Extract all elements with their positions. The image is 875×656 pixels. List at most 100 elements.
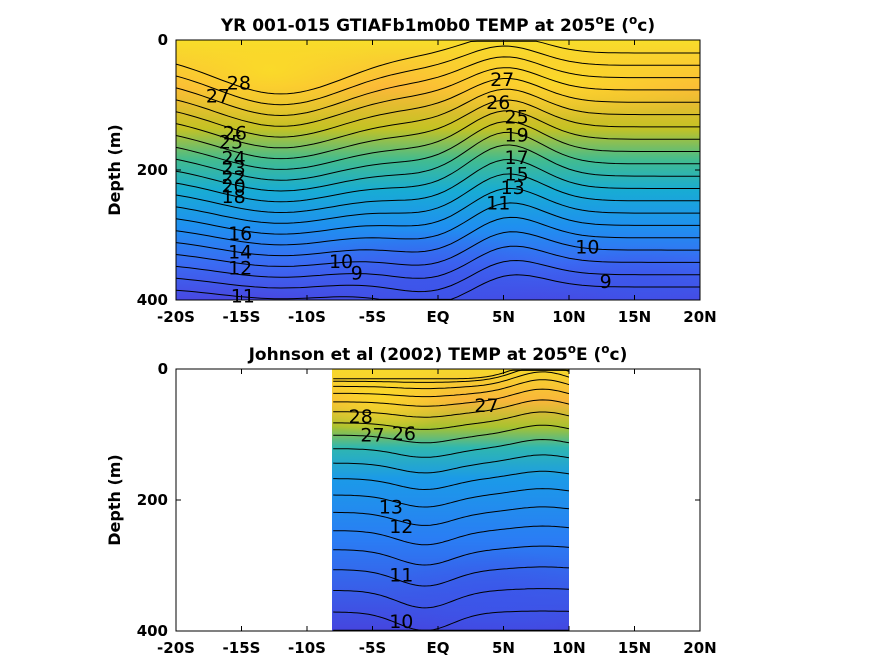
- contour-line: [176, 45, 700, 106]
- contour-lines-bottom: [333, 369, 569, 631]
- contour-line: [333, 438, 569, 458]
- contour-line: [333, 411, 569, 430]
- x-tick-label: 10N: [552, 639, 585, 656]
- contour-line: [333, 371, 569, 390]
- chart-panel-top: YR 001-015 GTIAFb1m0b0 TEMP at 205oE (oc…: [105, 13, 717, 326]
- x-tick-label: 20N: [683, 639, 716, 656]
- x-tick-label: -10S: [288, 639, 326, 656]
- contour-label: 25: [219, 131, 243, 153]
- contour-label: 27: [474, 395, 498, 417]
- x-tick-label: -10S: [288, 308, 326, 326]
- temperature-field-top: [176, 40, 700, 300]
- y-tick-label: 200: [137, 491, 168, 509]
- contour-line: [176, 216, 700, 257]
- contour-line: [333, 369, 569, 380]
- chart-panel-bottom: Johnson et al (2002) TEMP at 205oE (oc) …: [105, 342, 717, 656]
- contour-line: [176, 67, 700, 127]
- contour-label: 10: [575, 237, 599, 259]
- x-tick-label: 20N: [683, 308, 716, 326]
- contour-label: 15: [505, 163, 529, 185]
- y-tick-label: 200: [137, 161, 168, 179]
- chart-title-bottom: Johnson et al (2002) TEMP at 205oE (oc): [248, 342, 628, 365]
- x-tick-label: -5S: [359, 639, 386, 656]
- contour-label: 26: [486, 92, 510, 114]
- contour-label: 12: [389, 516, 413, 538]
- contour-label: 26: [392, 423, 416, 445]
- contour-label: 27: [490, 69, 514, 91]
- y-axis-top: 0 200 400: [137, 31, 700, 309]
- contour-line: [176, 259, 700, 293]
- contour-labels-top: 2827262524232220181614121127262519171513…: [206, 69, 612, 307]
- x-tick-label: EQ: [427, 639, 450, 656]
- x-tick-label: 10N: [552, 308, 585, 326]
- contour-line: [176, 231, 700, 267]
- contour-label: 11: [486, 193, 510, 215]
- x-tick-label: -5S: [359, 308, 386, 326]
- contour-label: 27: [206, 85, 230, 107]
- contour-line: [176, 56, 700, 117]
- x-axis-top: -20S -15S -10S -5S EQ 5N 10N 15N 20N: [157, 40, 717, 326]
- contour-label: 9: [351, 263, 363, 285]
- y-tick-label: 400: [137, 622, 168, 640]
- contour-line: [176, 187, 700, 235]
- contour-label: 20: [222, 176, 246, 198]
- contour-label: 12: [228, 258, 252, 280]
- contour-label: 14: [228, 241, 252, 263]
- contour-line: [176, 173, 700, 224]
- contour-line: [333, 399, 569, 418]
- contour-label: 17: [505, 147, 529, 169]
- contour-label: 10: [329, 251, 353, 273]
- contour-line: [333, 454, 569, 474]
- x-tick-label: 15N: [618, 639, 651, 656]
- contour-line: [333, 506, 569, 526]
- y-tick-label: 0: [158, 31, 168, 49]
- x-tick-label: -15S: [223, 308, 261, 326]
- contour-line: [333, 424, 569, 444]
- chart-title-top: YR 001-015 GTIAFb1m0b0 TEMP at 205oE (oc…: [220, 13, 655, 36]
- contour-line: [176, 121, 700, 181]
- contour-line: [176, 78, 700, 138]
- contour-line: [333, 525, 569, 546]
- contour-line: [333, 470, 569, 491]
- contour-line: [176, 99, 700, 160]
- contour-line: [333, 488, 569, 508]
- contour-lines-top: [176, 40, 700, 300]
- contour-label: 24: [222, 148, 246, 170]
- x-axis-bottom: -20S -15S -10S -5S EQ 5N 10N 15N 20N: [157, 369, 717, 656]
- y-axis-label-bottom: Depth (m): [105, 454, 124, 546]
- contour-line: [333, 588, 569, 609]
- contour-label: 11: [231, 285, 255, 307]
- contour-line: [176, 131, 700, 192]
- contour-line: [176, 110, 700, 170]
- contour-line: [176, 40, 700, 95]
- contour-label: 26: [223, 122, 247, 144]
- contour-label: 9: [600, 271, 612, 293]
- contour-line: [176, 158, 700, 214]
- x-tick-label: -20S: [157, 639, 195, 656]
- x-tick-label: -20S: [157, 308, 195, 326]
- y-axis-label-top: Depth (m): [105, 124, 124, 216]
- contour-label: 28: [349, 406, 373, 428]
- contour-line: [176, 202, 700, 246]
- temperature-field-bottom: [332, 369, 569, 631]
- contour-line: [176, 144, 700, 203]
- contour-line: [333, 379, 569, 398]
- y-tick-label: 0: [158, 360, 168, 378]
- x-tick-label: -15S: [223, 639, 261, 656]
- contour-label: 22: [222, 167, 246, 189]
- y-axis-bottom: 0 200 400: [137, 360, 700, 640]
- contour-line: [333, 388, 569, 407]
- contour-label: 27: [360, 425, 384, 447]
- contour-label: 19: [505, 124, 529, 146]
- contour-label: 13: [501, 177, 525, 199]
- contour-label: 18: [222, 186, 246, 208]
- contour-label: 23: [222, 157, 246, 179]
- contour-line: [333, 610, 569, 631]
- contour-line: [176, 88, 700, 149]
- contour-label: 25: [505, 107, 529, 129]
- contour-line: [333, 566, 569, 587]
- x-tick-label: 15N: [618, 308, 651, 326]
- contour-label: 13: [379, 497, 403, 519]
